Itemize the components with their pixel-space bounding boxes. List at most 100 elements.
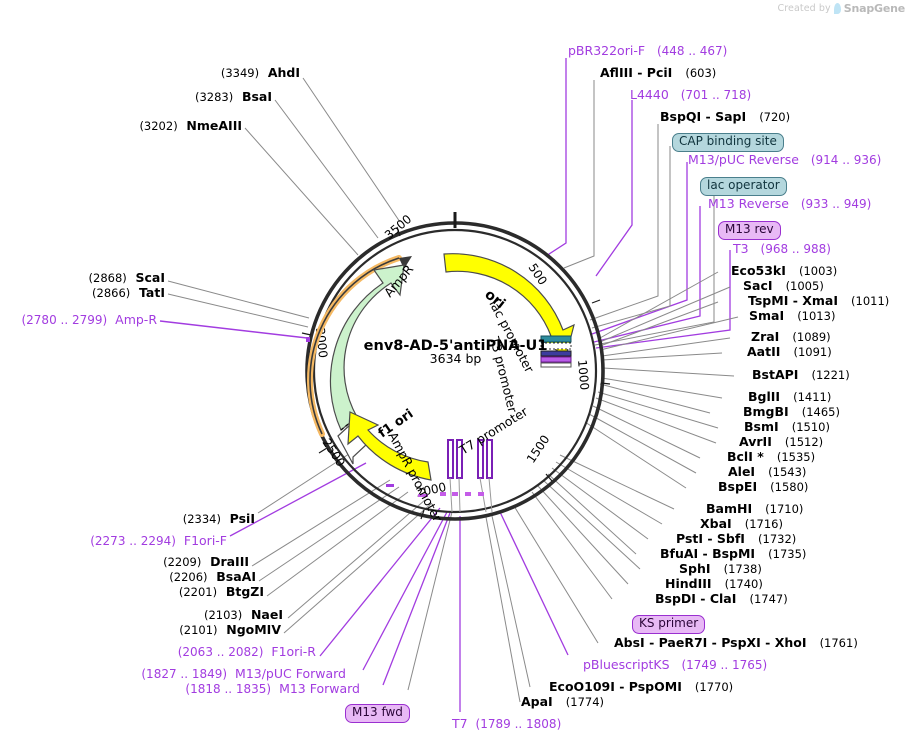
enzyme-name: AbsI - PaeR7I - PspXI - XhoI [614, 635, 807, 650]
feature-label-amp-r[interactable]: (2780 .. 2799) Amp-R [0, 313, 157, 327]
enzyme-label-absi-paer7i-pspxi-xhoi[interactable]: AbsI - PaeR7I - PspXI - XhoI (1761) [614, 635, 858, 650]
svg-text:1500: 1500 [524, 433, 553, 466]
feature-label-t3[interactable]: T3 (968 .. 988) [733, 241, 831, 256]
feature-label-pbr322ori-f[interactable]: pBR322ori-F (448 .. 467) [568, 43, 728, 58]
enzyme-position: (1011) [851, 294, 890, 308]
feature-name: M13 Forward [279, 681, 360, 696]
enzyme-name: ScaI [135, 270, 166, 285]
feature-label-m13-puc-reverse[interactable]: M13/pUC Reverse (914 .. 936) [688, 153, 881, 167]
enzyme-name: BsaI [241, 89, 272, 104]
feature-range: (1789 .. 1808) [475, 717, 562, 731]
enzyme-label-psti-sbfi[interactable]: PstI - SbfI (1732) [676, 532, 797, 546]
feature-name: L4440 [630, 87, 669, 102]
enzyme-name: AhdI [267, 65, 300, 80]
feature-label-t7-promoter: T7 promoter [456, 403, 531, 458]
enzyme-label-scai[interactable]: (2868) ScaI [20, 270, 166, 285]
plasmid-backbone [305, 212, 605, 521]
feature-label-m13-forward[interactable]: (1818 .. 1835) M13 Forward [60, 681, 360, 696]
leader-lines-left [167, 280, 310, 328]
chip-ks-primer-label: KS primer [632, 615, 706, 634]
enzyme-label-saci[interactable]: SacI (1005) [743, 279, 824, 293]
feature-label-t7-bottom[interactable]: T7 (1789 .. 1808) [452, 717, 562, 731]
feature-range: (448 .. 467) [656, 44, 728, 58]
enzyme-label-smai[interactable]: SmaI (1013) [749, 308, 835, 323]
enzyme-position: (1738) [723, 562, 762, 576]
enzyme-name: BamHI [706, 501, 753, 516]
leader-lines-top-right-features [545, 58, 731, 349]
feature-label-l4440[interactable]: L4440 (701 .. 718) [630, 87, 751, 102]
credit-prefix: Created by [777, 3, 831, 14]
enzyme-label-bfuai-bspmi[interactable]: BfuAI - BspMI (1735) [660, 547, 807, 561]
feature-label-m13-puc-forward[interactable]: (1827 .. 1849) M13/pUC Forward [30, 666, 346, 681]
enzyme-position: (1221) [811, 368, 850, 382]
chip-m13-rev[interactable]: M13 rev [718, 220, 781, 240]
enzyme-label-apai[interactable]: ApaI (1774) [521, 695, 604, 709]
feature-name: M13/pUC Forward [235, 666, 346, 681]
enzyme-name: AvrII [739, 434, 772, 449]
enzyme-label-xbai[interactable]: XbaI (1716) [700, 517, 783, 531]
chip-m13-fwd[interactable]: M13 fwd [345, 703, 410, 723]
feature-label-f1ori-f[interactable]: (2273 .. 2294) F1ori-F [30, 534, 227, 548]
feature-label-f1ori-r[interactable]: (2063 .. 2082) F1ori-R [60, 645, 316, 659]
leader-line-pbluescript [499, 511, 569, 656]
feature-name: T3 [733, 241, 749, 256]
enzyme-label-bspqi-sapi[interactable]: BspQI - SapI (720) [660, 110, 790, 124]
enzyme-label-bspei[interactable]: BspEI (1580) [718, 480, 808, 494]
enzyme-label-bsaai[interactable]: (2206) BsaAI [60, 570, 256, 584]
enzyme-label-eco53ki[interactable]: Eco53kI (1003) [731, 264, 837, 278]
leader-lines-bottom-left [251, 451, 453, 691]
enzyme-label-ahdi[interactable]: (3349) AhdI [60, 65, 300, 80]
enzyme-label-nmeaiii[interactable]: (3202) NmeAIII [30, 119, 242, 133]
enzyme-label-bcli[interactable]: BclI * (1535) [727, 449, 815, 464]
enzyme-position: (1089) [792, 330, 831, 344]
enzyme-name: ZraI [751, 329, 780, 344]
enzyme-label-bglii[interactable]: BglII (1411) [748, 389, 831, 404]
enzyme-label-tati[interactable]: (2866) TatI [20, 286, 165, 300]
enzyme-name: SphI [679, 561, 711, 576]
enzyme-label-alei[interactable]: AleI (1543) [728, 465, 807, 479]
chip-lac-operator[interactable]: lac operator [700, 176, 787, 196]
chip-cap-binding-site[interactable]: CAP binding site [672, 132, 784, 152]
enzyme-position: (1732) [758, 532, 797, 546]
enzyme-label-draiii[interactable]: (2209) DraIII [60, 555, 249, 569]
enzyme-position: (1091) [793, 345, 832, 359]
enzyme-label-tspmi-xmai[interactable]: TspMI - XmaI (1011) [748, 294, 890, 308]
enzyme-name: BtgZI [225, 584, 264, 599]
enzyme-label-bmgbi[interactable]: BmgBI (1465) [743, 404, 840, 419]
enzyme-name: AflIII - PciI [600, 65, 673, 80]
enzyme-label-psii[interactable]: (2334) PsiI [60, 512, 255, 526]
enzyme-name: BclI * [727, 449, 764, 464]
enzyme-name: SmaI [749, 308, 785, 323]
chip-ks-primer[interactable]: KS primer [632, 614, 706, 634]
enzyme-label-zrai[interactable]: ZraI (1089) [751, 329, 831, 344]
feature-label-pbluescriptks[interactable]: pBluescriptKS (1749 .. 1765) [583, 658, 767, 672]
enzyme-label-ngomiv[interactable]: (2101) NgoMIV [60, 622, 281, 637]
enzyme-label-btgzi[interactable]: (2201) BtgZI [60, 584, 264, 599]
enzyme-name: BglII [748, 389, 781, 404]
feature-label-m13-reverse[interactable]: M13 Reverse (933 .. 949) [708, 197, 871, 211]
enzyme-label-bsai[interactable]: (3283) BsaI [60, 89, 272, 104]
enzyme-label-hindiii[interactable]: HindIII (1740) [665, 577, 763, 591]
enzyme-label-bstapi[interactable]: BstAPI (1221) [752, 368, 850, 382]
enzyme-label-bsmi[interactable]: BsmI (1510) [744, 420, 830, 434]
enzyme-label-aatii[interactable]: AatII (1091) [747, 344, 832, 359]
enzyme-label-naei[interactable]: (2103) NaeI [60, 607, 283, 622]
enzyme-label-afliii-pcii[interactable]: AflIII - PciI (603) [600, 65, 716, 80]
enzyme-position: (1740) [724, 577, 763, 591]
enzyme-label-avrii[interactable]: AvrII (1512) [739, 434, 824, 449]
enzyme-name: AatII [747, 344, 781, 359]
enzyme-position: (1716) [744, 517, 783, 531]
enzyme-label-ecoo109i-pspomi[interactable]: EcoO109I - PspOMI (1770) [549, 680, 733, 694]
enzyme-label-sphi[interactable]: SphI (1738) [679, 561, 762, 576]
enzyme-position: (1735) [768, 547, 807, 561]
enzyme-name: NgoMIV [226, 622, 281, 637]
feature-name: pBR322ori-F [568, 43, 646, 58]
leader-line-ampr-feature [159, 320, 308, 339]
enzyme-name: BmgBI [743, 404, 789, 419]
enzyme-position: (3283) [194, 90, 234, 104]
enzyme-name: NaeI [250, 607, 283, 622]
enzyme-label-bspdi-clai[interactable]: BspDI - ClaI (1747) [655, 592, 788, 606]
enzyme-position: (1512) [784, 435, 824, 449]
enzyme-position: (1543) [768, 465, 807, 479]
enzyme-label-bamhi[interactable]: BamHI (1710) [706, 501, 803, 516]
